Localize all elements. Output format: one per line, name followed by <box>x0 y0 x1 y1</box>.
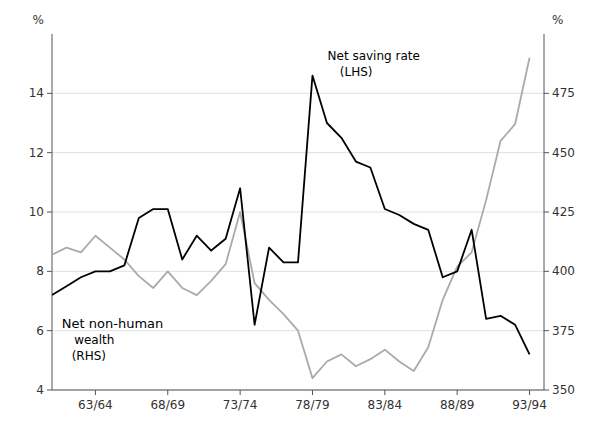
y2-tick-label: 475 <box>552 86 575 100</box>
y-tick <box>47 390 52 391</box>
y-tick <box>47 271 52 272</box>
x-tick-label: 83/84 <box>368 398 403 412</box>
x-tick <box>95 390 96 395</box>
y-tick-label: 6 <box>36 324 44 338</box>
y-tick-label: 14 <box>29 86 44 100</box>
y2-tick-label: 350 <box>552 383 575 397</box>
annotation: wealth <box>74 333 114 347</box>
axes: 63/64 68/69 73/74 78/79 83/84 88/89 93/94 4 6 8 10… <box>29 34 575 412</box>
grid-line <box>52 93 544 94</box>
y2-tick <box>544 330 549 331</box>
grid <box>52 93 544 390</box>
y-tick-label: 4 <box>36 383 44 397</box>
x-tick-label: 73/74 <box>223 398 258 412</box>
annotation: (RHS) <box>72 349 106 363</box>
y-tick <box>47 152 52 153</box>
x-tick <box>384 390 385 395</box>
y2-axis-label: % <box>552 13 563 27</box>
x-tick <box>312 390 313 395</box>
x-tick-label: 93/94 <box>512 398 547 412</box>
plot-area <box>52 58 530 378</box>
x-axis-line <box>52 390 544 391</box>
y2-tick-label: 400 <box>552 264 575 278</box>
x-tick-label: 63/64 <box>78 398 113 412</box>
grid-line <box>52 152 544 153</box>
chart: 63/64 68/69 73/74 78/79 83/84 88/89 93/94 4 6 8 10… <box>0 0 600 430</box>
line-rhs <box>52 58 530 378</box>
x-tick <box>240 390 241 395</box>
y-tick <box>47 212 52 213</box>
grid-line <box>52 212 544 213</box>
annotation: Net non-human <box>62 316 163 331</box>
y-tick <box>47 330 52 331</box>
annotation: (LHS) <box>340 65 373 79</box>
x-tick <box>167 390 168 395</box>
grid-line <box>52 271 544 272</box>
x-tick-label: 68/69 <box>150 398 185 412</box>
x-tick <box>457 390 458 395</box>
y-tick-label: 8 <box>36 264 44 278</box>
y-tick-label: 12 <box>29 146 44 160</box>
background <box>0 0 600 430</box>
x-tick-label: 78/79 <box>295 398 330 412</box>
y2-tick-label: 450 <box>552 146 575 160</box>
y-axis-label: % <box>33 13 44 27</box>
y2-tick <box>544 390 549 391</box>
y2-tick-label: 425 <box>552 205 575 219</box>
x-tick-label: 88/89 <box>440 398 475 412</box>
y2-tick-label: 375 <box>552 324 575 338</box>
annotations: Net saving rate (LHS) Net non-human wealth (… <box>62 49 420 363</box>
y2-tick <box>544 152 549 153</box>
y2-tick <box>544 271 549 272</box>
y-tick-label: 10 <box>29 205 44 219</box>
y2-tick <box>544 212 549 213</box>
y2-tick <box>544 93 549 94</box>
grid-line <box>52 390 544 391</box>
annotation: Net saving rate <box>328 49 420 63</box>
x-tick <box>529 390 530 395</box>
line-lhs <box>52 76 530 355</box>
y-tick <box>47 93 52 94</box>
